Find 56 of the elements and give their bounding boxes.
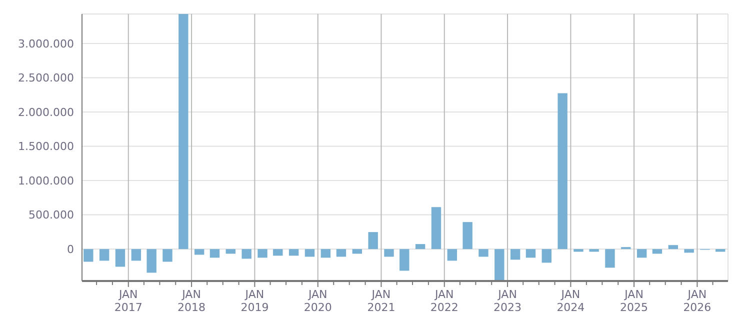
y-tick-label: 0 — [67, 242, 74, 256]
y-tick-label: 500.000 — [28, 208, 74, 222]
x-tick-label: JAN 2017 — [114, 288, 142, 313]
bar — [684, 249, 694, 253]
x-tick-label: JAN 2025 — [620, 288, 648, 313]
x-tick-label: JAN 2018 — [178, 288, 206, 313]
bar — [494, 249, 504, 281]
bar — [242, 249, 252, 259]
bar — [352, 249, 362, 254]
bar — [194, 249, 204, 255]
bar — [542, 249, 552, 263]
y-tick-label: 1.000.000 — [18, 174, 74, 188]
bar — [589, 249, 599, 252]
bar — [226, 249, 236, 254]
bar — [526, 249, 536, 258]
x-tick-label: JAN 2023 — [494, 288, 522, 313]
y-tick-label: 1.500.000 — [18, 140, 74, 154]
bar — [400, 249, 410, 271]
y-tick-label: 3.000.000 — [18, 37, 74, 50]
bar — [462, 222, 472, 250]
bar — [336, 249, 346, 257]
bar — [510, 249, 520, 260]
x-tick-label: JAN 2026 — [683, 288, 712, 313]
bar — [558, 93, 568, 250]
bar — [574, 249, 584, 252]
bar — [668, 245, 678, 250]
y-tick-label: 2.000.000 — [18, 106, 74, 119]
bar — [258, 249, 268, 258]
bar — [115, 249, 126, 267]
bar — [431, 207, 442, 250]
bar — [162, 249, 172, 262]
x-tick-label: JAN 2022 — [430, 288, 458, 313]
bar — [146, 249, 156, 273]
x-tick-label: JAN 2024 — [556, 288, 585, 313]
bar — [368, 232, 378, 250]
bar — [652, 249, 662, 254]
bar — [415, 244, 426, 250]
bar — [273, 249, 283, 256]
bar — [320, 249, 331, 258]
bar — [288, 249, 299, 256]
x-tick-label: JAN 2021 — [367, 288, 396, 313]
bar — [210, 249, 220, 258]
bar — [605, 249, 615, 268]
bar — [478, 249, 488, 257]
bar — [178, 14, 188, 250]
bar — [131, 249, 142, 261]
bar — [304, 249, 315, 257]
y-tick-label: 2.500.000 — [18, 72, 74, 85]
bar — [84, 249, 94, 262]
bar — [384, 249, 394, 257]
bar — [716, 249, 726, 252]
x-tick-label: JAN 2019 — [240, 288, 269, 313]
bar — [447, 249, 458, 261]
x-tick-label: JAN 2020 — [304, 288, 332, 313]
bar — [99, 249, 110, 261]
bar — [636, 249, 647, 258]
